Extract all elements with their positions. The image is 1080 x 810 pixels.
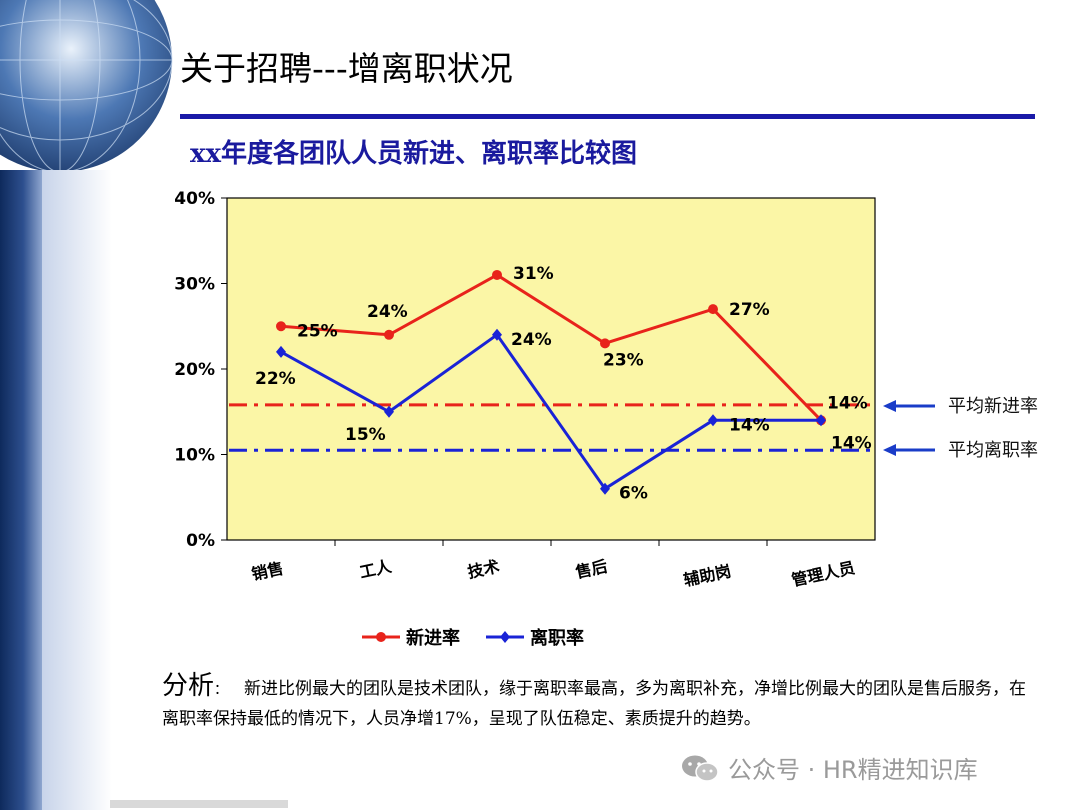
sidebar-decoration [0, 170, 42, 810]
data-point [492, 328, 502, 341]
x-tick-label: 辅助岗 [682, 561, 733, 590]
bottom-strip-decoration [110, 800, 288, 808]
average-line-label: 平均离职率 [948, 440, 1038, 461]
data-label: 24% [511, 330, 552, 350]
wechat-icon [682, 755, 719, 782]
y-tick-label: 10% [174, 446, 215, 466]
analysis-colon: ： [214, 682, 229, 698]
data-label: 14% [729, 415, 770, 435]
series-line [280, 273, 823, 422]
arrow-left-icon [883, 400, 896, 412]
watermark-text: 公众号 · HR精进知识库 [728, 756, 978, 784]
x-tick-label: 售后 [574, 557, 609, 582]
page-title: 关于招聘---增离职状况 [180, 49, 513, 88]
data-point [708, 304, 718, 315]
data-point [708, 414, 718, 427]
legend-label: 离职率 [530, 627, 584, 649]
plot-area [226, 197, 876, 541]
title-rule [180, 114, 1035, 119]
arrow-left-icon [883, 444, 896, 456]
chart-title: xx年度各团队人员新进、离职率比较图 [190, 139, 638, 169]
data-point [600, 482, 610, 495]
data-point [816, 414, 826, 427]
globe-graphic [0, 0, 173, 173]
x-tick-label: 销售 [250, 559, 285, 584]
data-label: 25% [297, 321, 338, 341]
data-label: 31% [513, 264, 554, 284]
analysis-text: 新进比例最大的团队是技术团队，缘于离职率最高，多为离职补充，净增比例最大的团队是… [162, 679, 1027, 729]
analysis-paragraph: 分析： 新进比例最大的团队是技术团队，缘于离职率最高，多为离职补充，净增比例最大的… [162, 672, 1032, 734]
data-point [276, 345, 286, 358]
data-label: 27% [729, 300, 770, 320]
x-tick-label: 工人 [358, 556, 394, 581]
y-tick-label: 0% [186, 531, 215, 551]
series-line [280, 333, 821, 491]
data-point [600, 338, 610, 349]
x-tick-label: 技术 [466, 557, 501, 582]
legend-label: 新进率 [406, 627, 460, 649]
y-tick-label: 30% [174, 275, 215, 295]
data-label: 23% [603, 350, 644, 370]
data-point [384, 405, 394, 418]
analysis-label: 分析 [162, 671, 215, 701]
data-point [492, 269, 502, 280]
data-point [384, 329, 394, 340]
average-line-label: 平均新进率 [948, 396, 1038, 417]
data-point [276, 321, 286, 332]
y-tick-label: 20% [174, 360, 215, 380]
watermark: 公众号 · HR精进知识库 [680, 750, 978, 785]
legend-marker [376, 632, 386, 642]
data-label: 22% [255, 369, 296, 389]
y-tick-label: 40% [174, 189, 215, 209]
data-label: 15% [345, 425, 386, 445]
data-label: 6% [619, 484, 648, 504]
sidebar-fade-decoration [42, 170, 112, 810]
x-tick-label: 管理人员 [790, 558, 857, 590]
data-label: 14% [827, 393, 868, 413]
data-label: 24% [367, 302, 408, 322]
data-label: 14% [831, 433, 872, 453]
legend-marker [500, 631, 510, 643]
